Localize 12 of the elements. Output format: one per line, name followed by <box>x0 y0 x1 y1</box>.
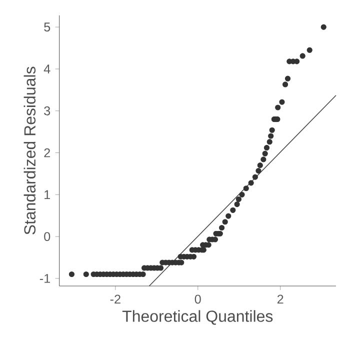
x-tick-label: 2 <box>277 294 284 304</box>
y-tick-label: 3 <box>44 106 50 116</box>
y-tick-label: 1 <box>44 190 50 200</box>
y-tick-label: 5 <box>44 22 50 32</box>
y-tick-label: 0 <box>44 232 50 242</box>
x-tick-label: 0 <box>194 294 201 304</box>
y-tick-label: 2 <box>44 148 50 158</box>
y-tick-label: 4 <box>44 64 50 74</box>
y-tick-label: -1 <box>40 274 50 283</box>
x-axis-title: Theoretical Quantiles <box>122 310 273 325</box>
y-axis-title: Standardized Residuals <box>24 66 36 234</box>
x-tick-label: -2 <box>110 294 120 304</box>
